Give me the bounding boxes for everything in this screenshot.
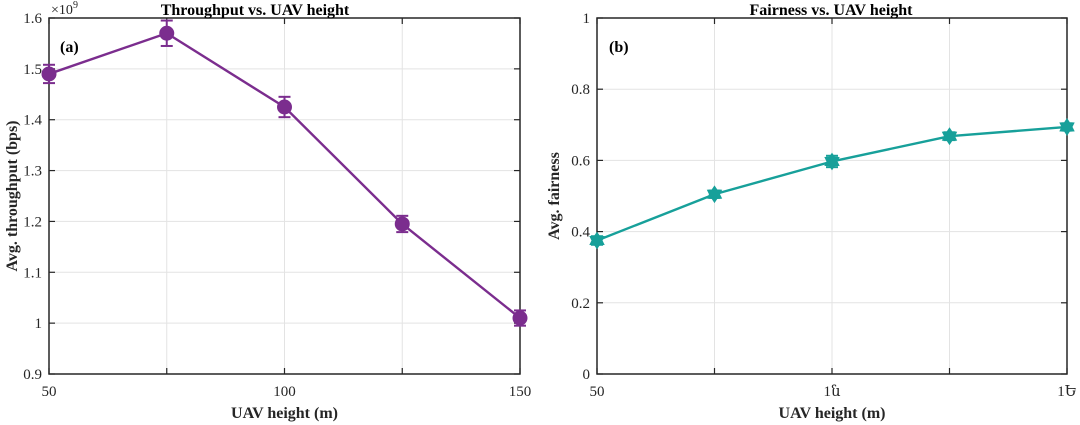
data-point [159, 25, 175, 41]
data-point [941, 127, 958, 146]
x-axis-label: UAV height (m) [779, 405, 886, 422]
x-tick-label: 50 [42, 384, 57, 400]
fairness-chart: 0 0.2 0.4 0.6 0.8 1 50 1ն 1Ե Fairness vs. UAV hei… [546, 2, 1077, 422]
tick-marks [596, 17, 1068, 375]
y-exponent-label: ×10 [51, 3, 73, 18]
data-series [589, 118, 1075, 250]
x-tick-label: 1Ե [1057, 384, 1077, 400]
y-tick-label: 1 [35, 316, 43, 332]
chart-title: Throughput vs. UAV height [161, 2, 350, 19]
y-tick-label: 1.5 [23, 62, 42, 78]
y-tick-label: 0.6 [571, 153, 590, 169]
data-point [706, 185, 723, 204]
y-tick-label: 0.9 [23, 367, 42, 383]
y-tick-label: 1.1 [23, 265, 42, 281]
y-tick-label: 0.2 [571, 296, 590, 312]
data-point [277, 99, 292, 115]
y-tick-label: 0 [583, 367, 591, 383]
data-point [1059, 118, 1075, 136]
y-axis-label: Avg. throughput (bps) [4, 120, 21, 271]
x-axis-label: UAV height (m) [231, 405, 338, 422]
y-tick-label: 1 [583, 11, 591, 27]
grid-lines [596, 17, 1068, 375]
panel-label: (b) [609, 39, 629, 56]
y-tick-label: 0.4 [571, 225, 590, 241]
data-point [394, 216, 410, 232]
data-point [589, 231, 605, 250]
data-series [41, 19, 528, 327]
grid-lines [48, 17, 521, 375]
y-exponent-power: 9 [73, 0, 78, 11]
y-tick-label: 0.8 [571, 82, 590, 98]
x-tick-label: 1ն [823, 384, 841, 400]
y-tick-label: 1.6 [23, 11, 42, 27]
x-tick-label: 150 [509, 384, 532, 400]
x-tick-label: 100 [273, 384, 296, 400]
chart-title: Fairness vs. UAV height [750, 2, 914, 19]
y-tick-label: 1.4 [23, 113, 42, 129]
data-point [512, 310, 528, 326]
data-point [824, 152, 840, 171]
throughput-chart: 0.9 1 1.1 1.2 1.3 1.4 1.5 1.6 50 100 150 Throughput… [4, 0, 531, 422]
x-tick-label: 50 [590, 384, 605, 400]
panel-label: (a) [60, 39, 79, 56]
data-point [41, 66, 57, 82]
y-tick-label: 1.3 [23, 164, 42, 180]
y-axis-label: Avg. fairness [546, 152, 563, 240]
y-tick-label: 1.2 [23, 214, 42, 230]
